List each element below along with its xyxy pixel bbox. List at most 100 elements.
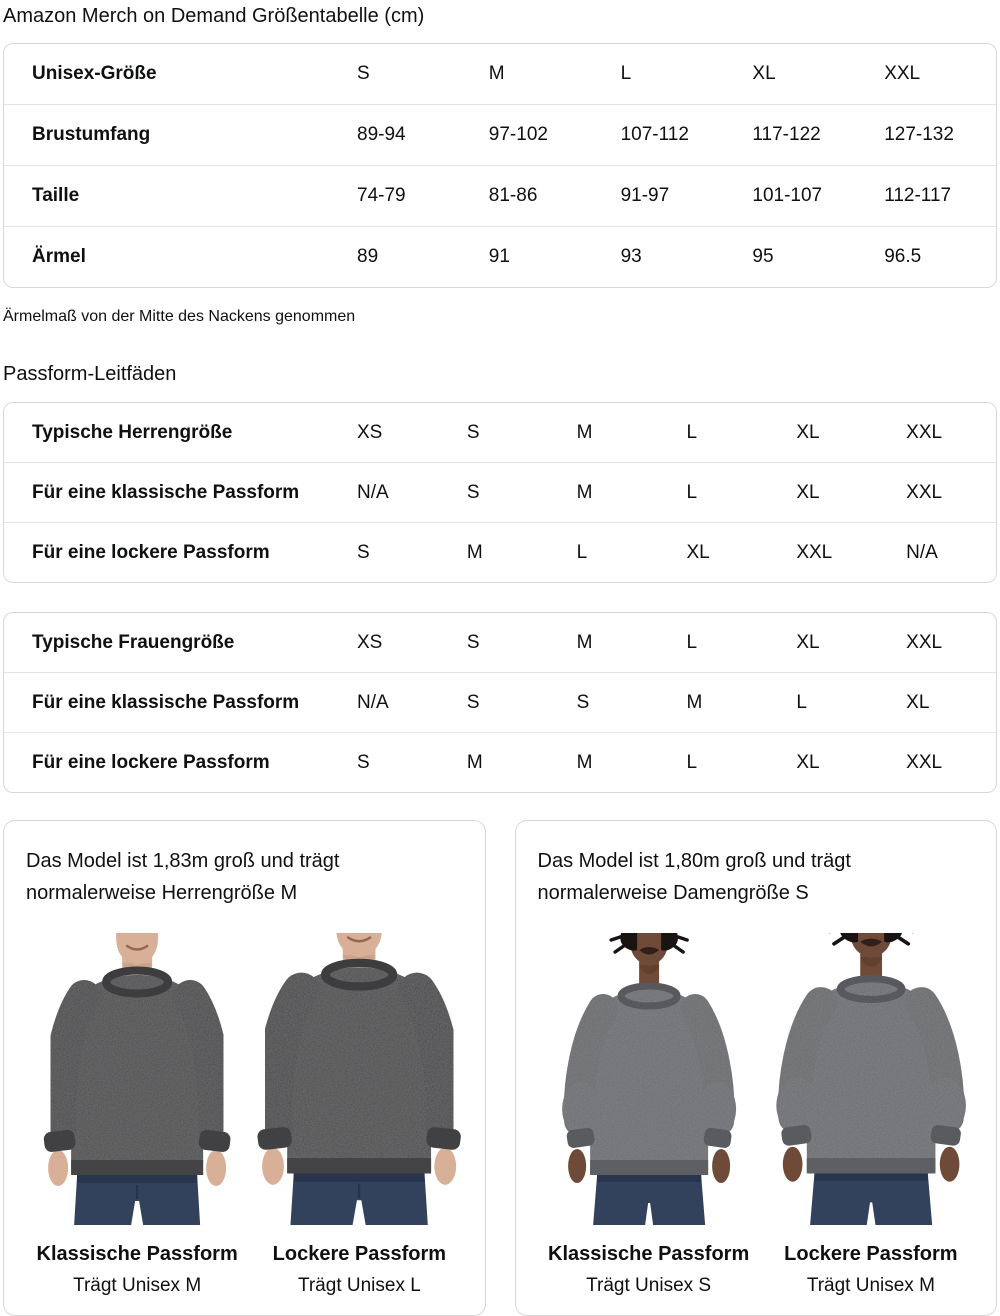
cell: L: [556, 522, 667, 582]
cell: 91-97: [600, 165, 733, 226]
size-chart-page: Amazon Merch on Demand Größentabelle (cm…: [0, 4, 1000, 1316]
cell: M: [446, 522, 557, 582]
cell: M: [576, 421, 593, 443]
cell: S: [357, 63, 370, 84]
fit-guides-heading: Passform-Leitfäden: [3, 363, 177, 385]
figure-female-classic: Klassische Passform Trägt Unisex S: [538, 933, 760, 1297]
cell: XS: [357, 421, 383, 443]
cell: XL: [666, 522, 777, 582]
cell: S: [466, 421, 480, 443]
cell: 112-117: [864, 165, 996, 226]
model-photo-female-loose-fit: [760, 933, 982, 1225]
figure-male-loose: Lockere Passform Trägt Unisex L: [248, 933, 470, 1297]
cell: N/A: [337, 672, 447, 732]
cell: M: [556, 462, 667, 522]
sleeve-measure-note: Ärmelmaß von der Mitte des Nackens genom…: [3, 308, 356, 325]
table-row: Unisex-Größe S M L XL XXL: [4, 44, 996, 104]
row-label: Unisex-Größe: [32, 63, 157, 84]
page-title: Amazon Merch on Demand Größentabelle (cm…: [3, 5, 425, 27]
row-label: Ärmel: [4, 226, 337, 287]
male-model-card: Das Model ist 1,83m groß und trägt norma…: [3, 820, 486, 1316]
mens-fit-table: Typische Herrengröße XS S M L XL XXL Für…: [3, 402, 997, 583]
fit-label: Klassische Passform: [36, 1243, 238, 1265]
size-label: Trägt Unisex M: [806, 1275, 935, 1296]
row-label: Typische Herrengröße: [32, 421, 233, 443]
cell: 97-102: [468, 104, 601, 165]
womens-fit-table: Typische Frauengröße XS S M L XL XXL Für…: [3, 612, 997, 793]
table-row: Typische Frauengröße XS S M L XL XXL: [4, 613, 996, 672]
cell: XL: [886, 672, 996, 732]
cell: 89: [337, 226, 469, 287]
fit-label: Lockere Passform: [784, 1243, 958, 1265]
cell: L: [686, 631, 698, 653]
size-label: Trägt Unisex L: [297, 1275, 421, 1296]
model-photo-male-classic-fit: [26, 933, 248, 1225]
cell: XS: [357, 631, 383, 653]
cell: M: [666, 672, 777, 732]
cell: L: [666, 462, 777, 522]
fit-label: Lockere Passform: [272, 1243, 447, 1265]
cell: 74-79: [337, 165, 469, 226]
cell: S: [446, 462, 557, 522]
cell: M: [556, 732, 667, 792]
cell: 81-86: [468, 165, 601, 226]
table-row: Taille 74-79 81-86 91-97 101-107 112-117: [4, 165, 996, 226]
cell: L: [620, 63, 632, 84]
cell: M: [576, 631, 593, 653]
cell: 96.5: [864, 226, 996, 287]
cell: XXL: [884, 63, 921, 84]
cell: L: [776, 672, 887, 732]
fit-label: Klassische Passform: [548, 1243, 750, 1265]
cell: XXL: [886, 732, 996, 792]
cell: 107-112: [600, 104, 733, 165]
row-label: Brustumfang: [4, 104, 337, 165]
cell: 93: [600, 226, 733, 287]
cell: L: [666, 732, 777, 792]
table-row: Ärmel 89 91 93 95 96.5: [4, 226, 996, 287]
table-row: Für eine klassische Passform N/A S M L X…: [4, 462, 996, 522]
table-row: Für eine lockere Passform S M M L XL XXL: [4, 732, 996, 792]
table-row: Brustumfang 89-94 97-102 107-112 117-122…: [4, 104, 996, 165]
cell: N/A: [337, 462, 447, 522]
size-label: Trägt Unisex S: [586, 1275, 712, 1296]
cell: 117-122: [732, 104, 865, 165]
cell: N/A: [886, 522, 996, 582]
female-model-card: Das Model ist 1,80m groß und trägt norma…: [514, 820, 997, 1316]
cell: 101-107: [732, 165, 865, 226]
female-figures: Klassische Passform Trägt Unisex S Locke…: [538, 933, 983, 1297]
table-row: Für eine klassische Passform N/A S S M L…: [4, 672, 996, 732]
model-photo-female-classic-fit: [538, 933, 760, 1225]
cell: L: [686, 421, 698, 443]
cell: XXL: [886, 462, 996, 522]
cell: XL: [752, 63, 776, 84]
cell: M: [446, 732, 557, 792]
cell: XL: [776, 462, 887, 522]
model-photo-male-loose-fit: [248, 933, 470, 1225]
female-model-description: Das Model ist 1,80m groß und trägt norma…: [537, 850, 851, 904]
cell: XXL: [776, 522, 887, 582]
row-label: Typische Frauengröße: [32, 631, 235, 653]
row-label: Für eine klassische Passform: [4, 462, 337, 522]
row-label: Für eine lockere Passform: [4, 522, 337, 582]
cell: 91: [468, 226, 601, 287]
cell: XL: [796, 421, 820, 443]
cell: XXL: [906, 631, 943, 653]
cell: XXL: [906, 421, 943, 443]
table-row: Für eine lockere Passform S M L XL XXL N…: [4, 522, 996, 582]
cell: 127-132: [864, 104, 996, 165]
male-model-description: Das Model ist 1,83m groß und trägt norma…: [26, 850, 340, 904]
cell: S: [337, 522, 447, 582]
cell: 89-94: [337, 104, 469, 165]
row-label: Für eine klassische Passform: [4, 672, 337, 732]
model-cards-row: Das Model ist 1,83m groß und trägt norma…: [3, 820, 997, 1316]
cell: S: [446, 672, 557, 732]
cell: S: [337, 732, 447, 792]
row-label: Für eine lockere Passform: [4, 732, 337, 792]
row-label: Taille: [4, 165, 337, 226]
cell: S: [466, 631, 480, 653]
male-figures: Klassische Passform Trägt Unisex M Locke…: [26, 933, 471, 1297]
cell: XL: [796, 631, 820, 653]
table-row: Typische Herrengröße XS S M L XL XXL: [4, 403, 996, 462]
figure-male-classic: Klassische Passform Trägt Unisex M: [26, 933, 248, 1297]
cell: XL: [776, 732, 887, 792]
